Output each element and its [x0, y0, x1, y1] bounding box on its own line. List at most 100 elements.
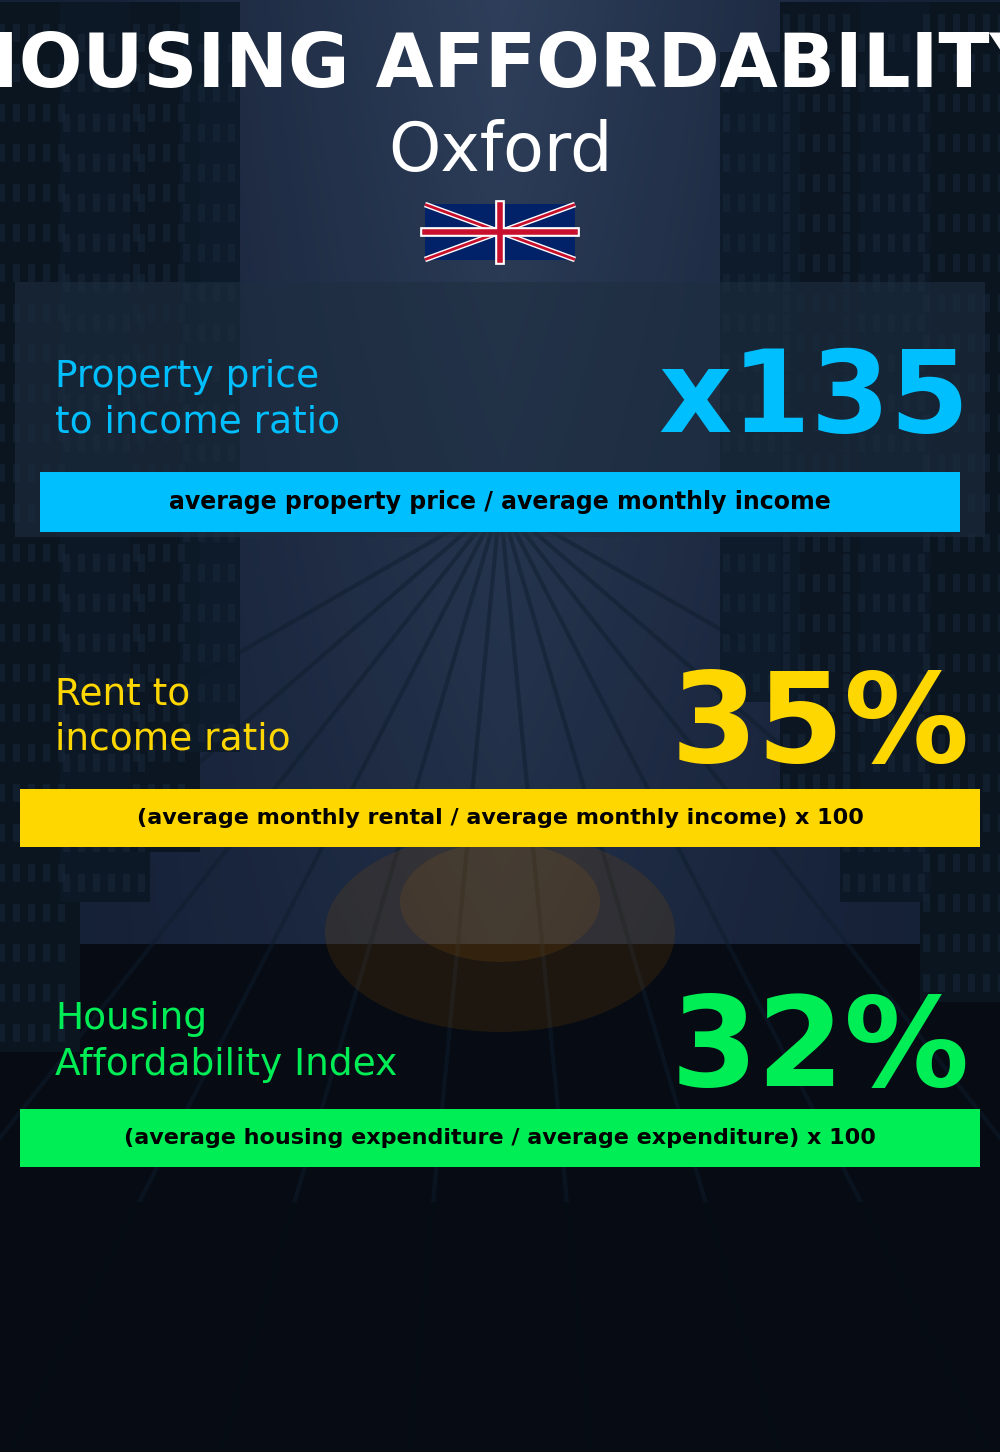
- Bar: [723, 234, 730, 253]
- Bar: [28, 823, 35, 842]
- Bar: [783, 555, 790, 572]
- Bar: [43, 303, 50, 322]
- Bar: [213, 364, 220, 382]
- Bar: [723, 514, 730, 531]
- Bar: [983, 694, 990, 711]
- Bar: [798, 15, 805, 32]
- Bar: [983, 213, 990, 232]
- Bar: [93, 393, 100, 412]
- Bar: [783, 494, 790, 513]
- Bar: [43, 105, 50, 122]
- Bar: [63, 794, 70, 812]
- Bar: [13, 383, 20, 402]
- Bar: [873, 74, 880, 91]
- Bar: [138, 195, 145, 212]
- Bar: [43, 1024, 50, 1043]
- Bar: [843, 334, 850, 351]
- Bar: [998, 213, 1000, 232]
- Bar: [798, 735, 805, 752]
- Bar: [198, 84, 205, 102]
- Bar: [998, 174, 1000, 192]
- Bar: [768, 354, 775, 372]
- Bar: [813, 94, 820, 112]
- Bar: [163, 704, 170, 722]
- Bar: [58, 224, 65, 242]
- Bar: [108, 274, 115, 292]
- Bar: [813, 15, 820, 32]
- Bar: [178, 184, 185, 202]
- Bar: [858, 234, 865, 253]
- Bar: [873, 514, 880, 531]
- Bar: [0, 823, 5, 842]
- Bar: [178, 465, 185, 482]
- Bar: [813, 653, 820, 672]
- Bar: [843, 94, 850, 112]
- Bar: [108, 674, 115, 693]
- Bar: [953, 254, 960, 272]
- Bar: [798, 774, 805, 791]
- Bar: [723, 635, 730, 652]
- Bar: [78, 594, 85, 611]
- Bar: [953, 653, 960, 672]
- Bar: [783, 234, 790, 253]
- Bar: [938, 134, 945, 152]
- Bar: [828, 213, 835, 232]
- Bar: [968, 494, 975, 513]
- Bar: [40, 472, 960, 531]
- Bar: [228, 324, 235, 343]
- Bar: [108, 874, 115, 892]
- Bar: [843, 15, 850, 32]
- Bar: [918, 234, 925, 253]
- Bar: [148, 64, 155, 81]
- Bar: [828, 174, 835, 192]
- Bar: [43, 784, 50, 802]
- Bar: [813, 54, 820, 73]
- Bar: [198, 203, 205, 222]
- Bar: [968, 54, 975, 73]
- Bar: [198, 684, 205, 701]
- Bar: [138, 514, 145, 531]
- Bar: [723, 115, 730, 132]
- Bar: [923, 894, 930, 912]
- Bar: [968, 414, 975, 433]
- Bar: [953, 815, 960, 832]
- Bar: [798, 174, 805, 192]
- Bar: [213, 285, 220, 302]
- Bar: [923, 735, 930, 752]
- Bar: [753, 434, 760, 452]
- Bar: [923, 334, 930, 351]
- Bar: [953, 54, 960, 73]
- Bar: [983, 54, 990, 73]
- Bar: [873, 874, 880, 892]
- Bar: [873, 473, 880, 492]
- Bar: [183, 604, 190, 621]
- Bar: [968, 254, 975, 272]
- Bar: [783, 314, 790, 333]
- Bar: [723, 393, 730, 412]
- Bar: [843, 74, 850, 91]
- Bar: [133, 144, 140, 163]
- Bar: [133, 624, 140, 642]
- Bar: [938, 293, 945, 312]
- Bar: [78, 354, 85, 372]
- Bar: [163, 504, 170, 523]
- Bar: [953, 134, 960, 152]
- Bar: [163, 544, 170, 562]
- Bar: [843, 33, 850, 52]
- Bar: [903, 393, 910, 412]
- Bar: [43, 144, 50, 163]
- Bar: [828, 735, 835, 752]
- Bar: [843, 694, 850, 711]
- Bar: [888, 393, 895, 412]
- Bar: [938, 454, 945, 472]
- Bar: [768, 274, 775, 292]
- Bar: [968, 894, 975, 912]
- Bar: [178, 704, 185, 722]
- Bar: [953, 574, 960, 592]
- Bar: [888, 314, 895, 333]
- Bar: [753, 594, 760, 611]
- Bar: [998, 375, 1000, 392]
- Bar: [843, 195, 850, 212]
- Bar: [133, 383, 140, 402]
- Bar: [783, 614, 790, 632]
